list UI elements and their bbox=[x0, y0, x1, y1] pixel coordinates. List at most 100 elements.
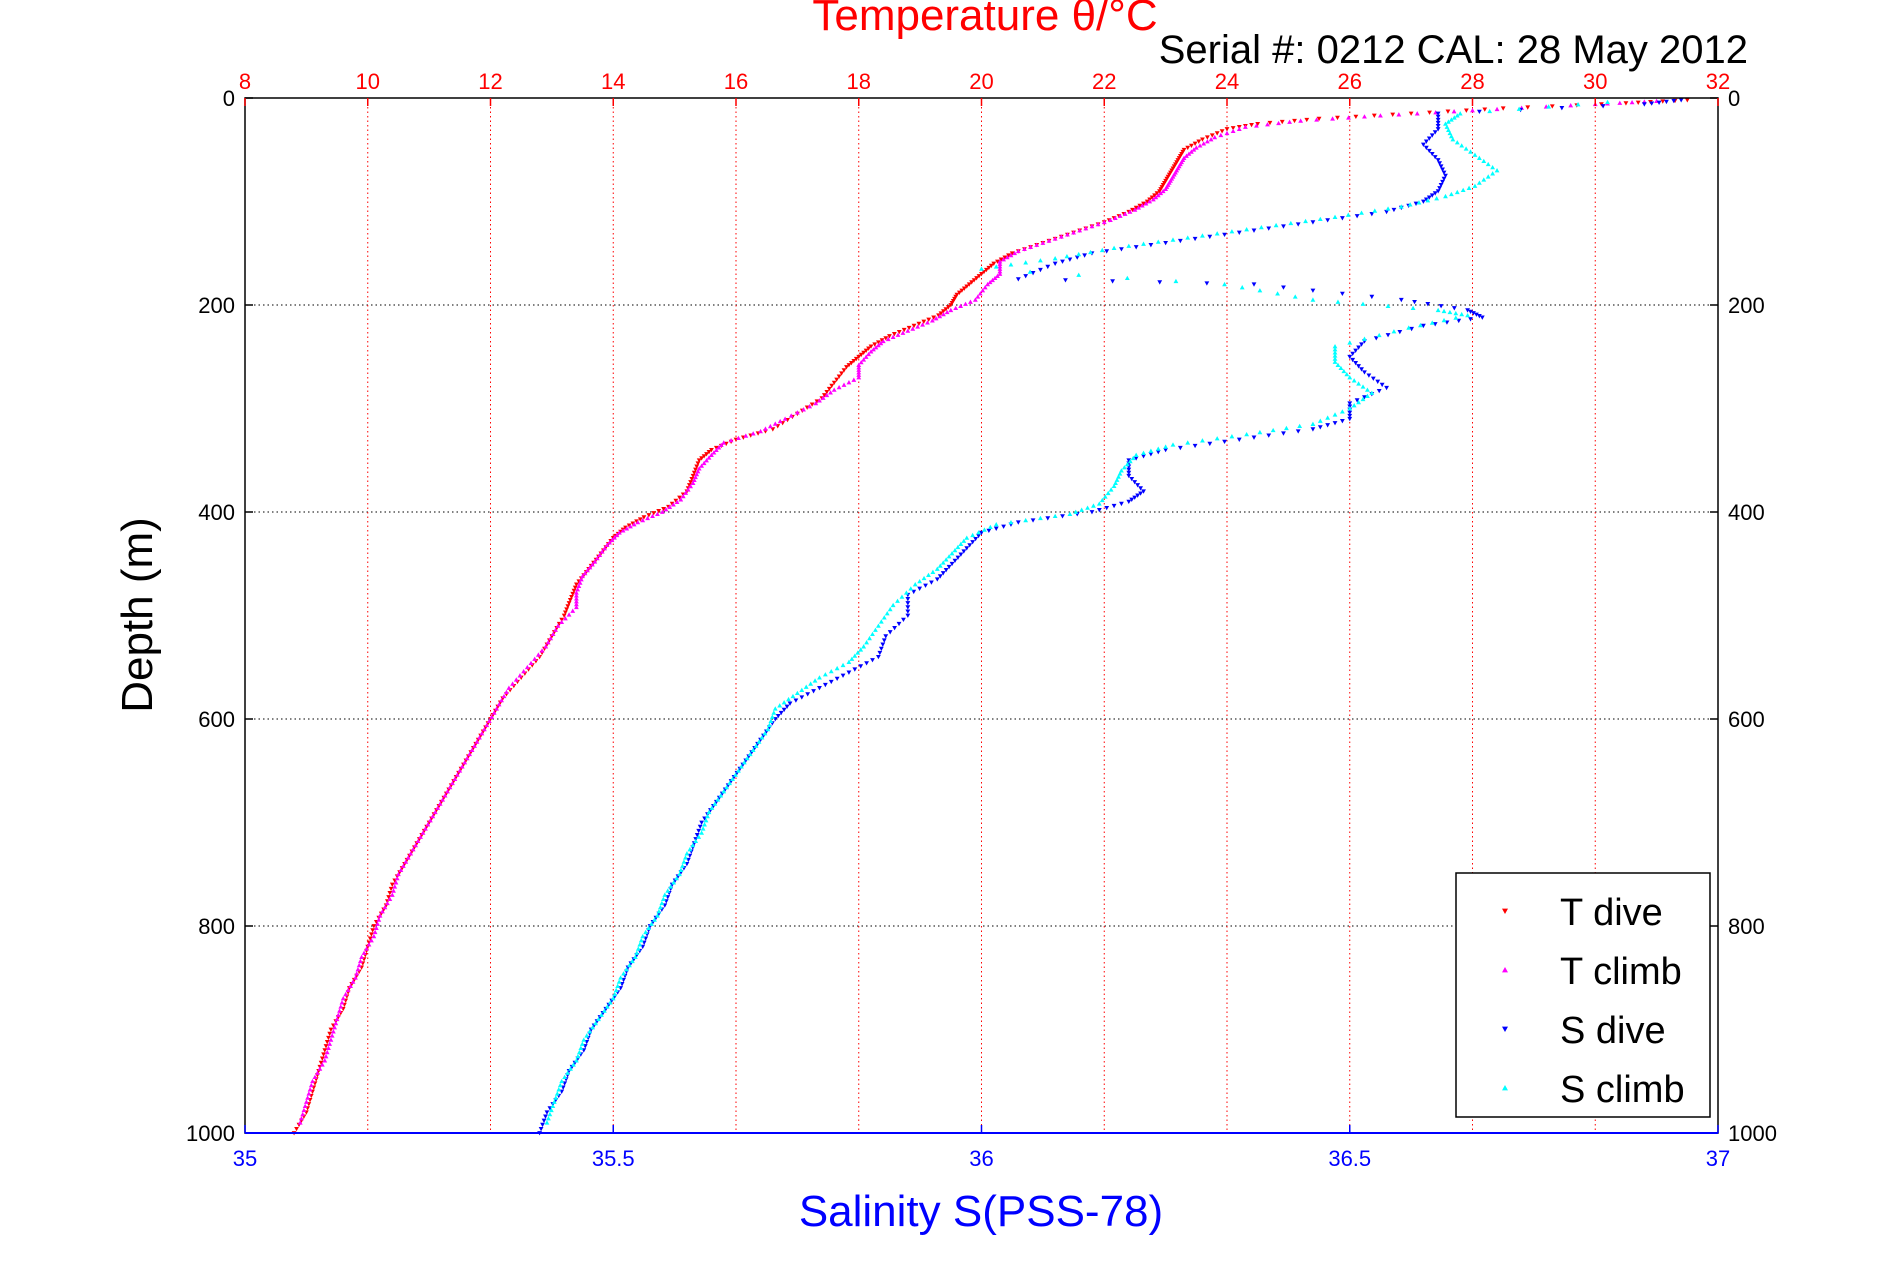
data-point bbox=[1177, 238, 1183, 244]
data-point bbox=[1472, 183, 1478, 188]
data-point bbox=[709, 452, 714, 457]
data-point bbox=[1454, 189, 1460, 195]
data-point bbox=[1448, 117, 1454, 122]
data-point bbox=[1132, 495, 1138, 500]
data-point bbox=[690, 480, 696, 485]
data-point bbox=[828, 679, 834, 685]
data-point bbox=[808, 681, 814, 686]
data-point bbox=[883, 336, 889, 341]
data-point bbox=[934, 577, 940, 582]
data-point bbox=[890, 334, 896, 340]
data-point bbox=[348, 983, 353, 988]
data-point bbox=[733, 772, 738, 777]
data-point bbox=[1332, 359, 1338, 364]
data-point bbox=[1332, 421, 1338, 426]
data-point bbox=[641, 515, 647, 520]
data-point bbox=[555, 623, 561, 628]
data-point bbox=[324, 1049, 330, 1055]
data-point bbox=[1015, 277, 1021, 282]
data-point bbox=[1378, 113, 1383, 118]
data-point bbox=[627, 962, 632, 968]
data-point bbox=[915, 324, 921, 329]
data-point bbox=[580, 573, 585, 579]
data-point bbox=[1443, 193, 1448, 199]
data-point bbox=[1549, 104, 1555, 109]
data-point bbox=[1191, 147, 1197, 152]
data-point bbox=[820, 395, 826, 400]
data-point bbox=[574, 601, 579, 607]
data-point bbox=[986, 528, 992, 534]
data-point bbox=[961, 286, 967, 291]
data-point bbox=[1177, 445, 1183, 451]
data-point bbox=[701, 460, 707, 466]
data-point bbox=[1254, 123, 1259, 128]
data-point bbox=[359, 954, 365, 959]
data-point bbox=[326, 1045, 331, 1051]
data-point bbox=[870, 631, 875, 637]
y-tick-label-right: 200 bbox=[1728, 293, 1765, 318]
data-point bbox=[997, 261, 1003, 266]
data-point bbox=[1362, 336, 1367, 341]
data-point bbox=[767, 423, 773, 429]
data-point bbox=[371, 933, 377, 939]
data-point bbox=[377, 913, 383, 918]
data-point bbox=[881, 638, 887, 643]
data-point bbox=[551, 1099, 557, 1104]
data-point bbox=[1369, 294, 1375, 300]
data-point bbox=[496, 702, 502, 707]
x-bottom-tick-label: 37 bbox=[1706, 1146, 1730, 1171]
data-point bbox=[1347, 410, 1353, 416]
data-point bbox=[964, 535, 970, 540]
data-point bbox=[683, 490, 689, 495]
data-point bbox=[934, 566, 940, 571]
data-point bbox=[1351, 402, 1357, 408]
data-point bbox=[459, 764, 465, 769]
data-point bbox=[332, 1025, 338, 1030]
data-point bbox=[1082, 253, 1088, 258]
data-point bbox=[923, 583, 928, 588]
data-point bbox=[984, 267, 989, 273]
data-point bbox=[1470, 108, 1475, 113]
data-point bbox=[873, 627, 878, 632]
data-point bbox=[594, 555, 600, 561]
data-point bbox=[1064, 253, 1070, 259]
data-point bbox=[1575, 102, 1581, 107]
data-point bbox=[1129, 476, 1135, 482]
data-point bbox=[1129, 497, 1135, 502]
x-top-tick-label: 28 bbox=[1460, 69, 1484, 94]
data-marks bbox=[291, 98, 1690, 1136]
data-point bbox=[1077, 228, 1083, 233]
data-point bbox=[501, 693, 507, 699]
data-point bbox=[1476, 314, 1482, 319]
data-point bbox=[1454, 113, 1460, 118]
data-point bbox=[834, 676, 840, 682]
data-point bbox=[609, 537, 615, 543]
data-point bbox=[868, 344, 874, 349]
data-point bbox=[1359, 367, 1364, 372]
data-point bbox=[326, 1035, 331, 1041]
data-point bbox=[1438, 183, 1444, 188]
x-top-tick-label: 12 bbox=[478, 69, 502, 94]
data-point bbox=[369, 938, 374, 943]
data-point bbox=[870, 658, 875, 663]
data-point bbox=[1629, 99, 1635, 105]
data-point bbox=[756, 739, 762, 744]
data-point bbox=[369, 932, 374, 937]
data-point bbox=[1001, 524, 1006, 529]
data-point bbox=[1023, 260, 1029, 265]
data-point bbox=[864, 640, 870, 645]
data-point bbox=[1460, 187, 1466, 193]
data-point bbox=[1463, 108, 1469, 113]
data-point bbox=[327, 1031, 333, 1037]
data-point bbox=[599, 1012, 604, 1017]
data-point bbox=[1451, 306, 1457, 311]
data-point bbox=[684, 851, 690, 856]
data-point bbox=[793, 698, 799, 703]
data-point bbox=[896, 621, 902, 627]
data-point bbox=[517, 673, 523, 678]
data-point bbox=[387, 890, 393, 896]
data-point bbox=[690, 473, 696, 479]
data-point bbox=[799, 687, 805, 692]
data-point bbox=[846, 363, 852, 368]
data-point bbox=[920, 322, 925, 327]
